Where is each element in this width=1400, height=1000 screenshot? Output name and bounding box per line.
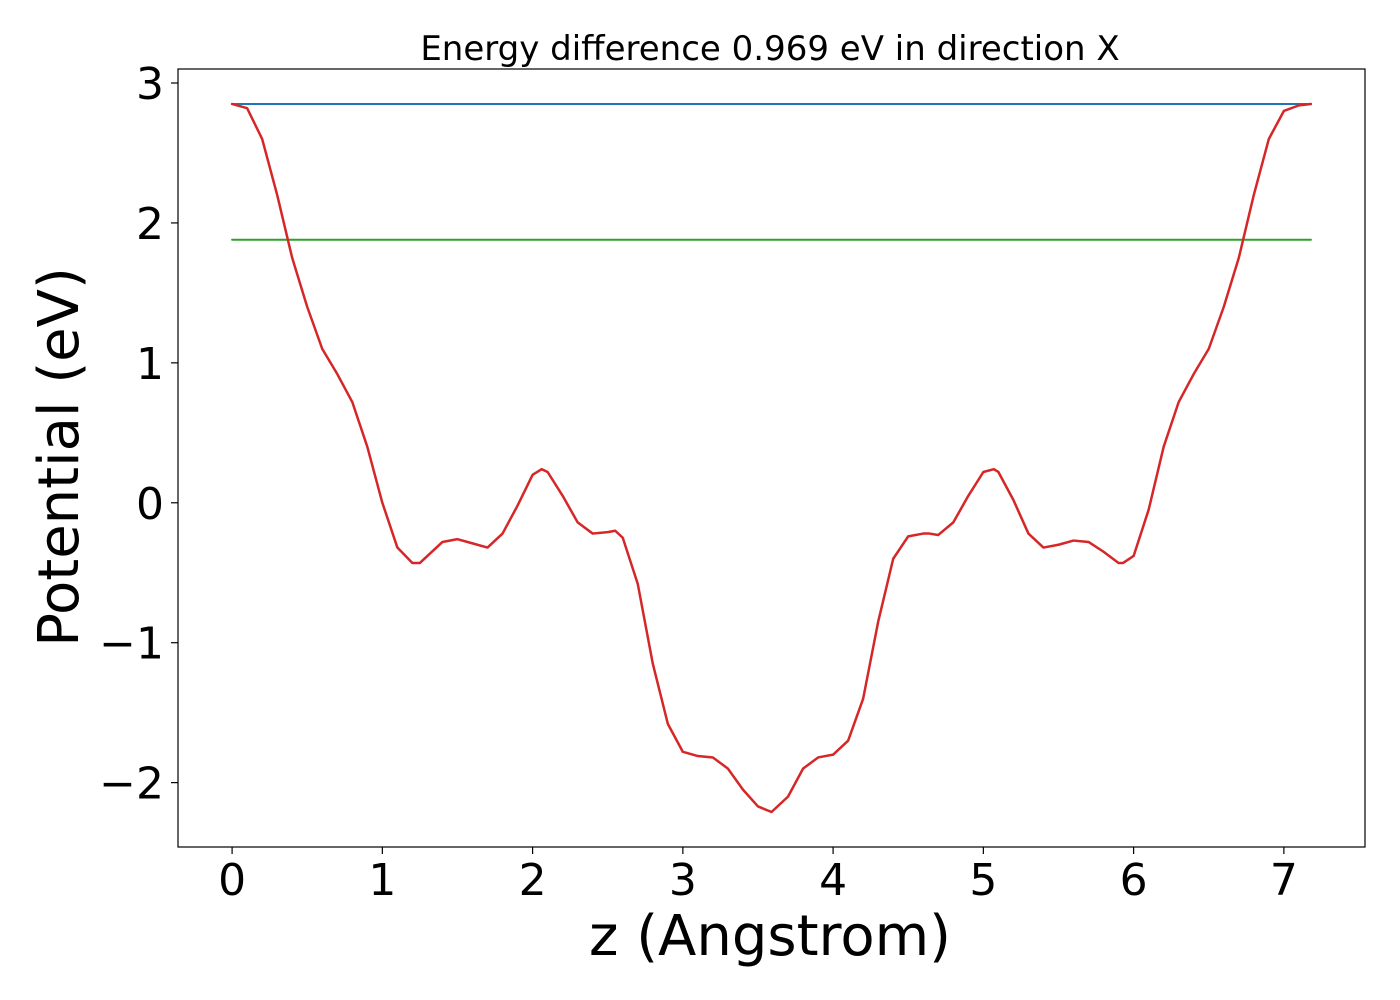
x-axis-label: z (Angstrom) [589, 904, 951, 969]
x-tick-label: 4 [819, 855, 847, 906]
y-tick-label: 1 [136, 339, 164, 390]
x-tick-label: 1 [368, 855, 396, 906]
y-tick-label: −1 [99, 619, 164, 670]
x-tick-label: 7 [1270, 855, 1298, 906]
series-red-potential-line [230, 102, 1313, 814]
y-tick-label: 3 [136, 59, 164, 110]
y-tick-label: 2 [136, 199, 164, 250]
chart-title: Energy difference 0.969 eV in direction … [420, 29, 1119, 69]
y-tick-label: −2 [99, 759, 164, 810]
x-tick-label: 5 [969, 855, 997, 906]
x-tick-label: 3 [669, 855, 697, 906]
y-axis-label: Potential (eV) [27, 267, 92, 647]
y-axis-ticks: −2 −1 0 1 2 3 [99, 59, 178, 810]
x-tick-label: 0 [218, 855, 246, 906]
x-axis-ticks: 0 1 2 3 4 5 6 7 [218, 847, 1298, 906]
x-tick-label: 2 [519, 855, 547, 906]
plot-frame [177, 68, 1366, 848]
series-layer [230, 102, 1313, 814]
x-tick-label: 6 [1120, 855, 1148, 906]
y-tick-label: 0 [136, 479, 164, 530]
